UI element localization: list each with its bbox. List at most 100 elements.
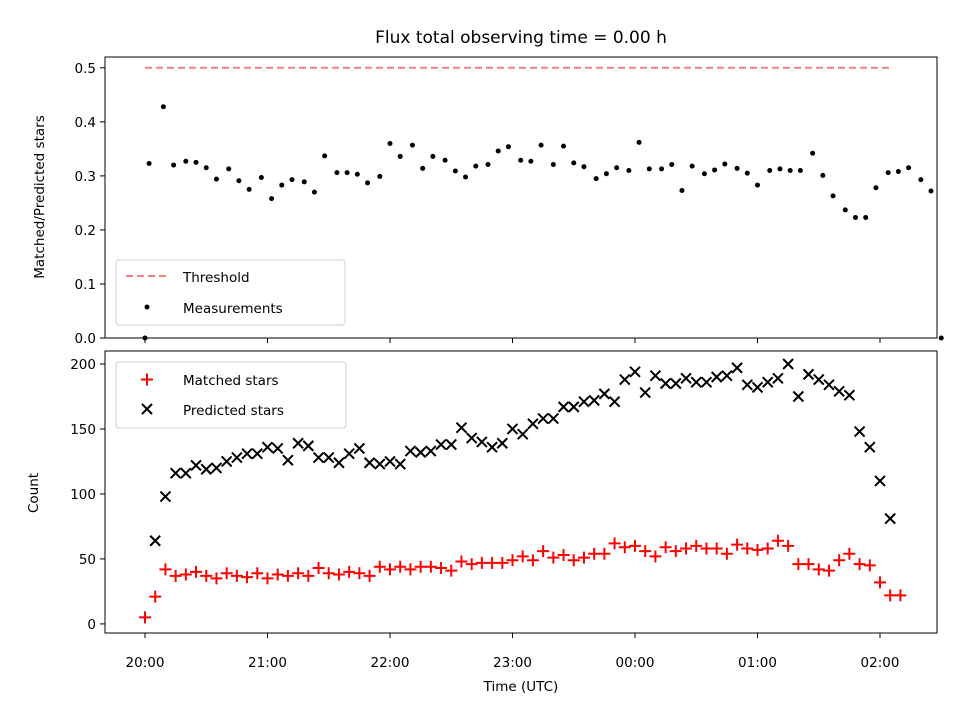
measurement-point [473,163,479,169]
matched-star-point [741,542,754,555]
predicted-star-point [823,379,835,391]
measurement-point [659,166,665,172]
predicted-star-point [425,445,437,457]
predicted-star-point [721,369,733,382]
measurement-point [787,167,793,173]
predicted-star-point [220,455,233,468]
predicted-star-point [802,368,815,381]
predicted-star-point [517,428,529,440]
matched-star-point [608,537,621,550]
measurement-point [365,180,371,186]
x-tick-label: 02:00 [861,655,900,671]
matched-star-point [516,550,529,563]
matched-star-point [833,554,846,567]
predicted-star-point [455,421,468,434]
matched-star-point [261,572,274,585]
predicted-star-point [159,490,172,503]
predicted-star-point [149,535,161,547]
matched-star-point [179,568,192,581]
measurement-point [712,167,718,173]
matched-star-point [863,559,876,572]
matched-star-point [190,565,203,578]
measurement-point [528,158,534,164]
matched-star-point [486,556,499,569]
matched-star-point [281,569,294,582]
matched-star-point [445,564,458,577]
predicted-star-point [476,436,488,448]
measurement-point [603,171,609,177]
matched-star-point [271,568,284,581]
count-legend: Matched stars Predicted stars [115,361,347,429]
ratio-y-tick-label: 0.2 [75,223,96,239]
x-tick-label: 22:00 [371,655,410,671]
predicted-star-point [506,423,519,435]
chart-title: Flux total observing time = 0.00 h [375,28,667,48]
ratio-y-tick-label: 0.1 [75,277,96,293]
matched-star-point [649,550,662,563]
measurement-point [387,140,393,146]
predicted-star-point [414,446,427,459]
matched-star-point [659,541,672,554]
predicted-star-point [680,372,692,384]
measurement-point [258,175,264,181]
predicted-legend-label: Predicted stars [183,403,284,419]
matched-star-point [894,589,907,602]
x-tick-label: 00:00 [616,655,655,671]
measurements-legend-swatch [144,304,150,310]
measurement-point [755,182,760,188]
measurement-point [246,186,252,192]
matched-star-point [322,567,335,580]
count-plot: 0 50 100 150 200 20:00 21:00 22:00 23:00 00:00 01… [26,350,938,695]
predicted-star-point [649,369,662,382]
matched-star-point [435,562,448,575]
measurement-point [236,178,242,184]
predicted-star-point [782,358,794,370]
predicted-star-point [751,381,764,394]
predicted-star-point [261,441,274,453]
measurement-point [614,165,620,171]
predicted-star-point [241,447,253,460]
predicted-star-point [608,395,621,408]
predicted-star-point [598,388,611,400]
predicted-star-point [557,401,570,413]
measurement-point [810,150,816,156]
matched-star-point [455,555,468,568]
matched-star-point [506,554,519,567]
matched-star-point [210,572,223,585]
matched-star-point [292,567,305,580]
measurement-point [928,188,934,194]
measurement-point [397,153,403,159]
predicted-star-point [833,385,845,397]
matched-star-point [792,558,805,571]
predicted-star-point [333,457,345,469]
matched-star-point [761,542,774,555]
predicted-legend-swatch [141,403,153,415]
predicted-star-point [404,445,417,457]
measurement-point [334,170,340,176]
measurement-point [873,185,879,191]
matched-star-point [343,565,356,578]
predicted-star-point [772,372,784,384]
predicted-star-point [874,475,886,487]
measurement-point [701,171,707,177]
measurement-point [581,164,587,170]
matched-star-point [547,551,560,564]
measurement-point [797,167,803,173]
matched-star-point [669,545,682,558]
matched-star-point [526,554,539,567]
predicted-star-point [302,440,315,452]
matched-star-point [465,558,478,571]
measurement-point [550,162,556,168]
predicted-star-point [343,447,355,460]
measurement-point [160,104,166,110]
matched-star-point [353,567,366,580]
count-y-tick-label: 150 [70,422,96,438]
predicted-star-point [210,462,223,474]
measurement-point [636,139,642,145]
predicted-star-point [700,376,713,388]
predicted-star-point [323,451,335,464]
matched-star-point [475,556,488,569]
matched-legend-swatch [141,373,153,386]
measurement-point [679,187,685,193]
matched-star-point [639,545,652,558]
